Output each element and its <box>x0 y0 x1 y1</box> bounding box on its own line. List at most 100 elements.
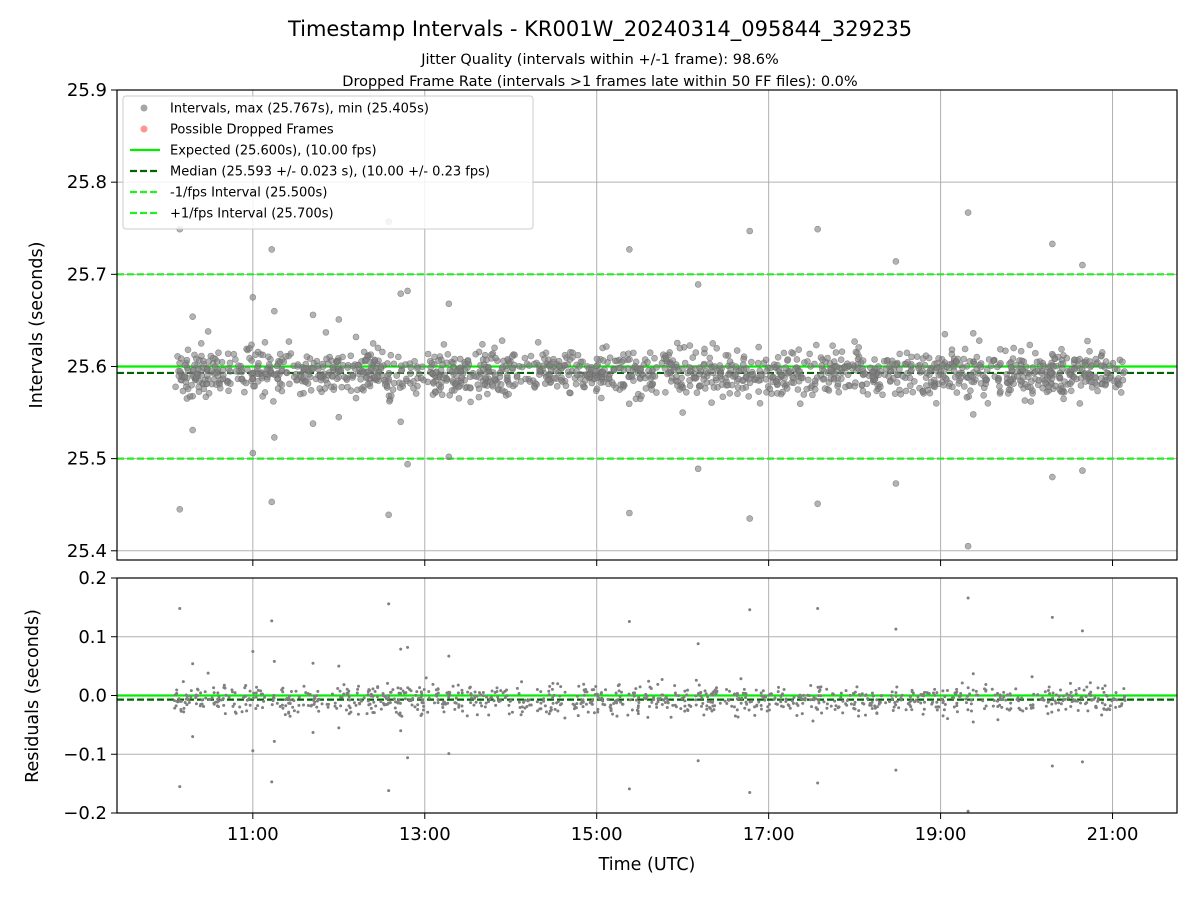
data-point <box>727 698 731 702</box>
data-point <box>655 705 659 709</box>
data-point <box>576 714 580 718</box>
outlier-point <box>191 662 195 666</box>
data-point <box>379 348 386 356</box>
data-point <box>457 367 464 375</box>
data-point <box>736 715 740 719</box>
data-point <box>906 702 910 706</box>
data-point <box>1002 690 1006 694</box>
data-point <box>1029 703 1033 707</box>
data-point <box>212 701 216 705</box>
data-point <box>726 358 734 365</box>
data-point <box>722 352 730 359</box>
data-point <box>189 695 193 699</box>
data-point <box>822 700 826 704</box>
data-point <box>1030 675 1034 679</box>
outlier-point <box>387 789 391 793</box>
data-point <box>397 712 401 716</box>
data-point <box>877 700 881 704</box>
data-point <box>638 685 642 689</box>
data-point <box>456 683 460 687</box>
data-point <box>1094 706 1098 710</box>
data-point <box>681 359 689 367</box>
data-point <box>599 368 606 376</box>
data-point <box>634 687 638 691</box>
data-point <box>479 693 483 697</box>
data-point <box>1057 382 1065 390</box>
data-point <box>817 701 821 705</box>
data-point <box>863 693 867 697</box>
data-point <box>984 704 988 708</box>
data-point <box>1058 345 1065 353</box>
data-point <box>1061 694 1065 698</box>
data-point <box>232 367 240 375</box>
data-point <box>484 390 491 398</box>
outlier-point <box>1080 760 1084 764</box>
data-point <box>715 686 719 690</box>
data-point <box>475 713 479 717</box>
data-point <box>700 361 707 369</box>
data-point <box>194 696 198 700</box>
data-point <box>768 692 772 696</box>
data-point <box>673 339 681 347</box>
data-point <box>800 712 804 716</box>
outlier-point <box>178 785 182 789</box>
data-point <box>1009 707 1013 711</box>
data-point <box>896 386 903 394</box>
data-point <box>195 687 199 691</box>
data-point <box>1079 696 1083 700</box>
data-point <box>417 374 425 382</box>
data-point <box>510 710 514 714</box>
data-point <box>315 699 319 703</box>
data-point <box>542 699 546 703</box>
data-point <box>185 703 189 707</box>
data-point <box>1097 374 1105 382</box>
data-point <box>470 696 474 700</box>
outlier-point <box>197 340 205 347</box>
data-point <box>717 370 725 377</box>
data-point <box>648 386 656 393</box>
data-point <box>1114 705 1118 709</box>
data-point <box>172 699 176 703</box>
intervals-y-axis-label: Intervals (seconds) <box>27 242 47 409</box>
data-point <box>753 713 757 717</box>
data-point <box>626 356 633 363</box>
data-point <box>780 704 784 708</box>
data-point <box>440 341 448 348</box>
data-point <box>759 707 763 711</box>
data-point <box>233 710 237 714</box>
data-point <box>1042 698 1046 702</box>
data-point <box>511 381 519 388</box>
data-point <box>569 349 576 356</box>
outlier-point <box>1050 615 1054 619</box>
data-point <box>1068 365 1076 373</box>
data-point <box>360 348 368 356</box>
y-tick-label: −0.1 <box>63 744 107 765</box>
data-point <box>575 702 579 706</box>
data-point <box>1020 696 1024 700</box>
data-point <box>689 354 697 361</box>
outlier-point <box>892 258 900 265</box>
data-point <box>742 373 750 381</box>
legend-label: Possible Dropped Frames <box>170 123 334 138</box>
outlier-point <box>404 287 411 295</box>
data-point <box>636 709 640 713</box>
data-point <box>440 374 447 381</box>
data-point <box>494 703 498 707</box>
data-point <box>547 693 551 697</box>
data-point <box>1085 685 1089 689</box>
data-point <box>420 712 424 716</box>
data-point <box>795 346 803 353</box>
data-point <box>271 371 278 378</box>
data-point <box>818 362 825 369</box>
data-point <box>1120 369 1127 377</box>
data-point <box>579 358 586 366</box>
data-point <box>1009 355 1017 362</box>
data-point <box>254 706 258 710</box>
data-point <box>1051 691 1055 695</box>
data-point <box>1007 376 1014 383</box>
data-point <box>368 702 372 706</box>
legend: Intervals, max (25.767s), min (25.405s) P… <box>122 95 534 230</box>
data-point <box>483 356 490 364</box>
data-point <box>860 692 864 696</box>
data-point <box>563 716 567 720</box>
